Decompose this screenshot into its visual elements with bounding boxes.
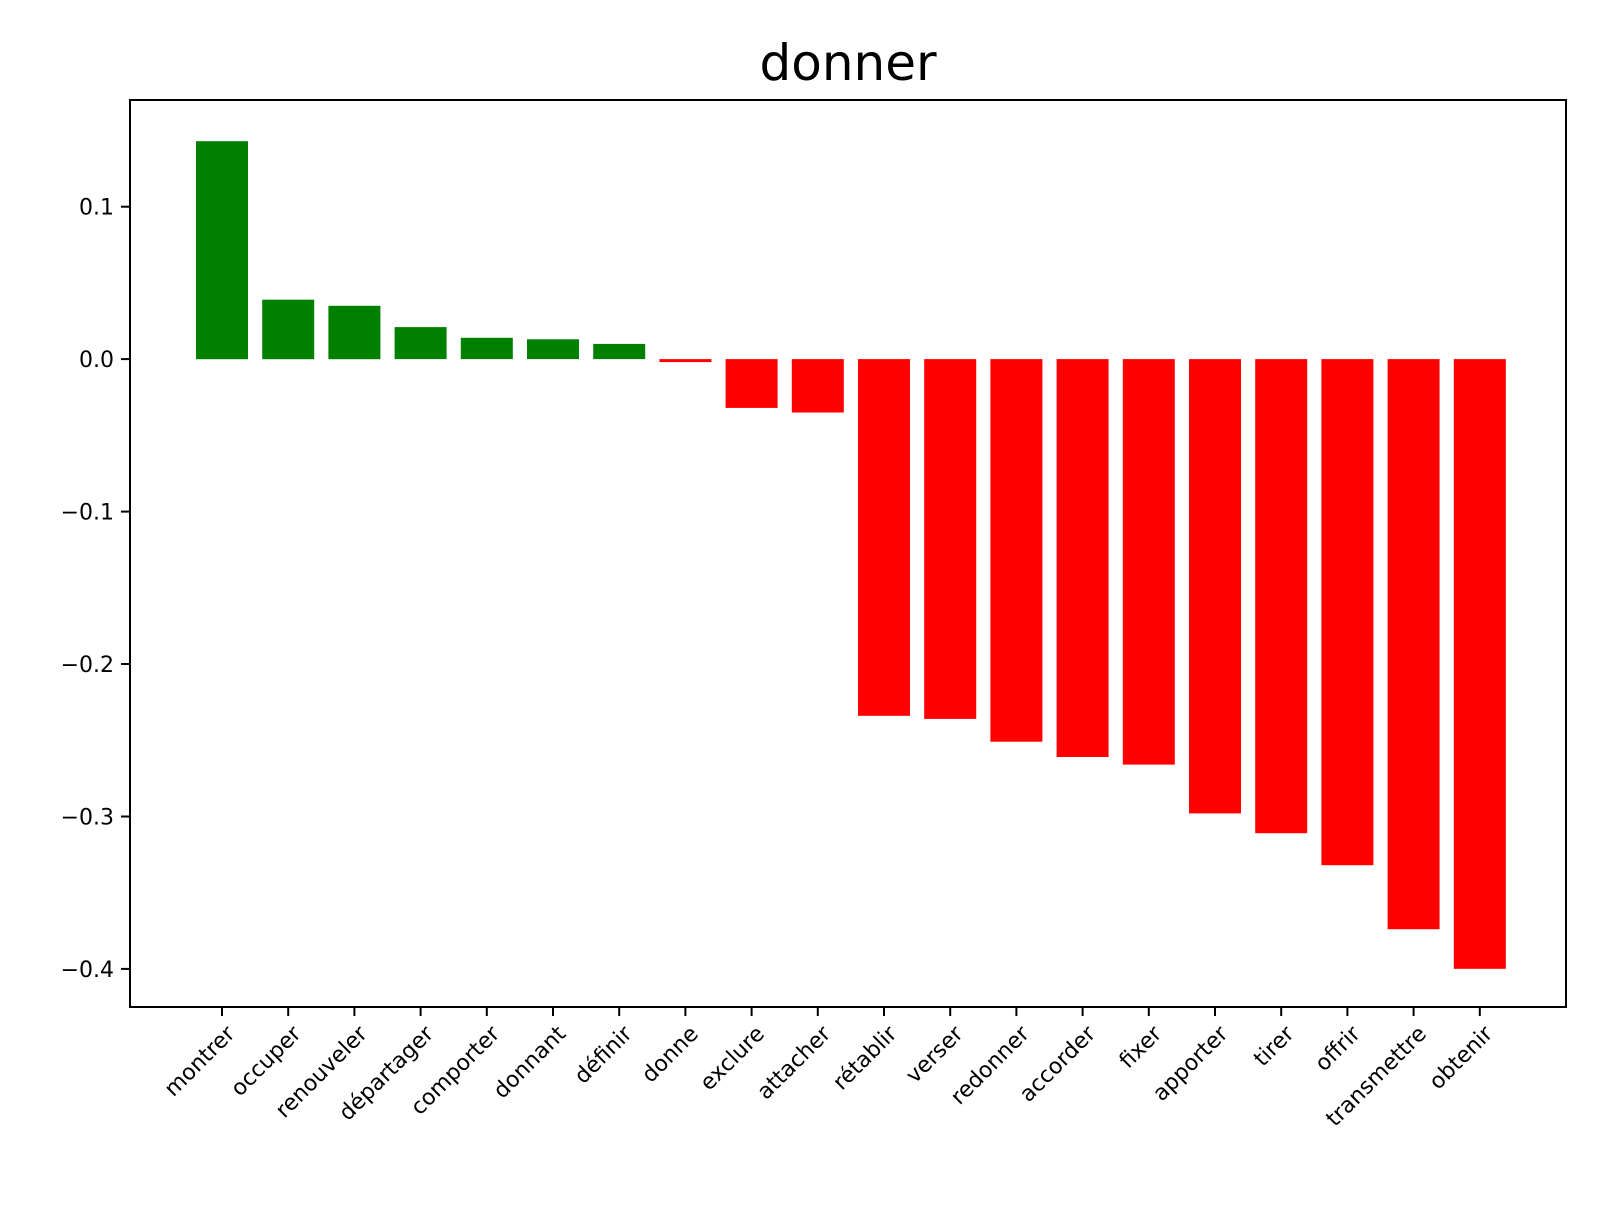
bar-4 [460, 337, 513, 360]
bar-11 [924, 359, 977, 719]
y-tick-label: 0.1 [79, 196, 114, 221]
y-tick-label: −0.1 [61, 501, 114, 526]
bar-19 [1453, 359, 1506, 969]
chart-title: donner [759, 34, 936, 92]
bar-16 [1255, 359, 1308, 834]
bar-5 [527, 339, 579, 360]
y-tick-label: 0.0 [79, 348, 114, 373]
x-tick-label: attacher [753, 1021, 837, 1105]
x-tick-label: obtenir [1425, 1021, 1499, 1095]
x-tick-label: montrer [160, 1021, 241, 1102]
x-tick-label: offrir [1311, 1021, 1367, 1077]
bar-12 [990, 359, 1043, 742]
bar-14 [1122, 359, 1175, 765]
bar-6 [593, 343, 646, 360]
y-axis: 0.1 0.0 −0.1 −0.2 −0.3 −0.4 [61, 196, 130, 983]
x-tick-label: fixer [1115, 1021, 1168, 1074]
bar-1 [262, 299, 315, 360]
bar-3 [394, 327, 447, 360]
bar-0 [196, 141, 248, 360]
x-tick-label: définir [570, 1021, 638, 1089]
bar-10 [858, 359, 910, 716]
bar-17 [1321, 359, 1374, 866]
bar-15 [1189, 359, 1241, 814]
bar-9 [791, 359, 844, 413]
y-tick-label: −0.3 [61, 806, 114, 831]
bar-13 [1056, 359, 1109, 757]
y-tick-label: −0.4 [61, 958, 114, 983]
plot-frame [129, 99, 1567, 1008]
x-tick-label: donnant [489, 1021, 572, 1104]
x-tick-label: rétablir [828, 1021, 903, 1096]
y-tick-label: −0.2 [61, 653, 114, 678]
bar-2 [328, 305, 381, 360]
x-axis: montreroccuperrenouvelerdépartagercompor… [160, 1007, 1499, 1132]
x-tick-label: donne [637, 1022, 703, 1088]
bars-layer [196, 141, 1506, 969]
x-tick-label: tirer [1249, 1021, 1300, 1072]
bar-7 [659, 359, 712, 363]
bar-18 [1387, 359, 1440, 930]
bar-8 [725, 359, 778, 408]
